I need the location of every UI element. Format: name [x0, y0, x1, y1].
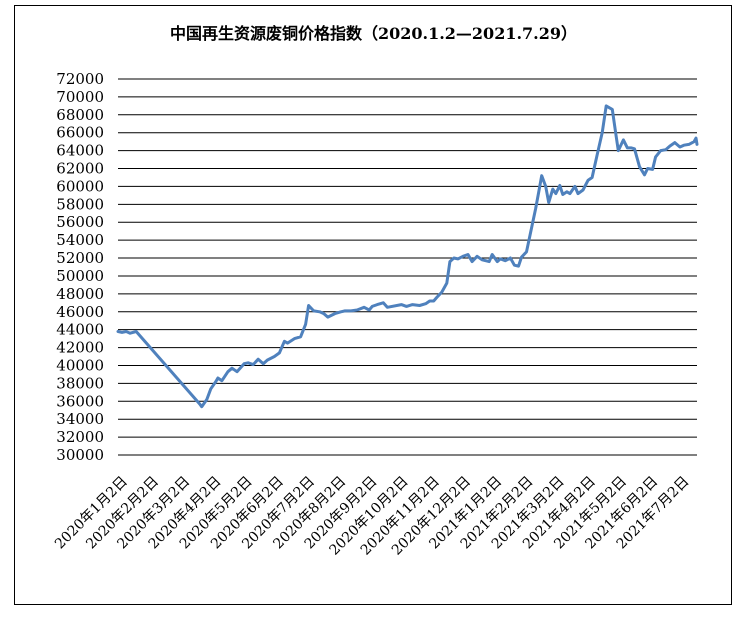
- series-line-0: [116, 104, 699, 409]
- y-tick-label: 72000: [56, 70, 104, 88]
- y-tick-label: 66000: [56, 124, 104, 142]
- y-tick-label: 52000: [56, 249, 104, 267]
- y-tick-label: 60000: [56, 177, 104, 195]
- y-tick-label: 48000: [56, 285, 104, 303]
- y-tick-label: 30000: [56, 446, 104, 464]
- y-tick-label: 58000: [56, 195, 104, 213]
- y-tick-label: 56000: [56, 213, 104, 231]
- chart-title: 中国再生资源废铜价格指数（2020.1.2—2021.7.29）: [169, 24, 577, 43]
- y-tick-label: 62000: [56, 160, 104, 178]
- y-axis-ticks: 7200070000680006600064000620006000058000…: [56, 70, 104, 464]
- series-layer: [116, 104, 699, 409]
- y-tick-label: 68000: [56, 106, 104, 124]
- y-tick-label: 64000: [56, 142, 104, 160]
- y-tick-label: 38000: [56, 374, 104, 392]
- x-axis-ticks: 2020年1月2日2020年2月2日2020年3月2日2020年4月2日2020…: [52, 474, 692, 559]
- y-tick-label: 50000: [56, 267, 104, 285]
- gridlines: [118, 78, 697, 456]
- y-tick-label: 42000: [56, 339, 104, 357]
- y-tick-label: 70000: [56, 88, 104, 106]
- y-tick-label: 32000: [56, 428, 104, 446]
- y-tick-label: 44000: [56, 321, 104, 339]
- y-tick-label: 46000: [56, 303, 104, 321]
- y-tick-label: 54000: [56, 231, 104, 249]
- y-tick-label: 40000: [56, 356, 104, 374]
- y-tick-label: 36000: [56, 392, 104, 410]
- y-tick-label: 34000: [56, 410, 104, 428]
